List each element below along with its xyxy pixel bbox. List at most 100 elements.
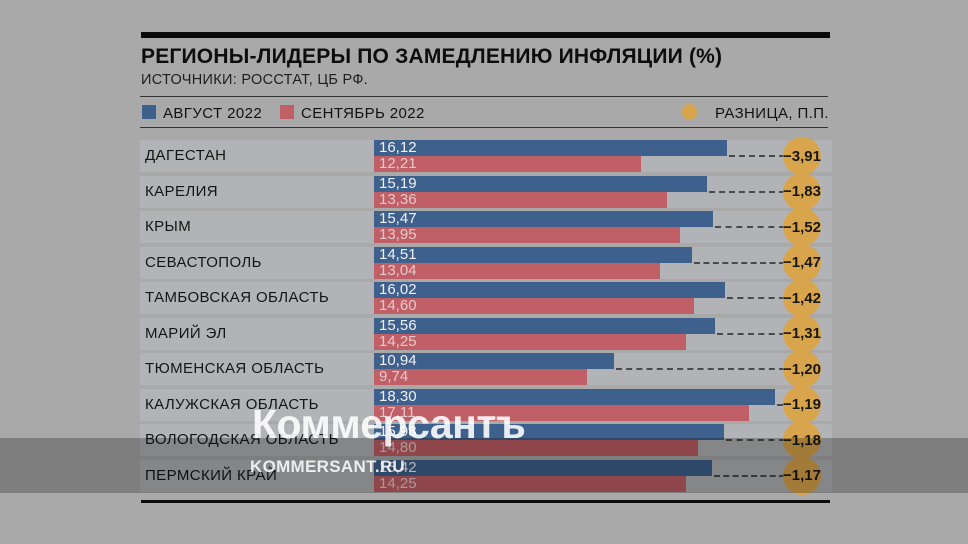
september-bar: 17,11 [374,404,749,421]
region-label: ВОЛОГОДСКАЯ ОБЛАСТЬ [145,431,339,448]
leader-dashed-line [729,155,785,157]
leader-dashed-line [777,403,785,406]
september-bar: 13,04 [374,261,660,279]
september-value: 14,25 [379,332,417,350]
region-bars: 16,12 12,21 −3,91 [374,137,832,175]
legend-september-label: СЕНТЯБРЬ 2022 [301,105,425,122]
leader-dashed-line [694,261,785,264]
leader-dashed-line [709,190,785,193]
diff-value: −1,31 [783,325,821,342]
august-bar: 15,47 [374,211,713,227]
september-value: 14,60 [379,297,417,314]
september-value: 14,25 [379,474,417,492]
august-bar: 14,51 [374,245,692,263]
august-value: 15,47 [379,210,417,227]
september-bar: 9,74 [374,369,587,385]
region-bars: 15,42 14,25 −1,17 [374,456,832,495]
region-bars: 15,47 13,95 −1,52 [374,208,832,246]
region-bars: 15,56 14,25 −1,31 [374,314,832,353]
region-row: МАРИЙ ЭЛ 15,56 14,25 −1,31 [140,314,832,353]
august-value: 15,56 [379,316,417,334]
legend-divider-top [140,96,828,97]
september-bar: 13,95 [374,227,680,243]
august-bar: 16,02 [374,282,725,298]
august-bar: 10,94 [374,353,614,369]
leader-dashed-line [616,368,785,370]
chart-source-note: ИСТОЧНИКИ: РОССТАТ, ЦБ РФ. [141,72,369,88]
august-value: 16,02 [379,281,417,298]
region-row: КАРЕЛИЯ 15,19 13,36 −1,83 [140,172,832,211]
september-bar: 14,25 [374,332,686,350]
region-label: ПЕРМСКИЙ КРАЙ [145,466,278,484]
leader-dashed-line [726,439,785,441]
legend-divider-bottom [140,127,828,128]
region-bars: 18,30 17,11 −1,19 [374,385,832,424]
august-value: 15,19 [379,174,417,192]
august-bar: 15,19 [374,174,707,192]
kommersant-watermark: Коммерсантъ [252,401,526,447]
diff-badge: −1,52 [783,208,821,246]
leader-dashed-line [717,332,785,335]
leader-dashed-line [714,474,785,477]
leader-dashed-line [715,226,785,228]
region-row: ПЕРМСКИЙ КРАЙ 15,42 14,25 −1,17 [140,456,832,495]
august-bar: 15,56 [374,316,715,334]
chart-legend: АВГУСТ 2022 СЕНТЯБРЬ 2022 РАЗНИЦА, П.П. [140,98,830,127]
legend-diff-label: РАЗНИЦА, П.П. [714,105,829,122]
region-bars: 14,51 13,04 −1,47 [374,243,832,282]
september-value: 13,04 [379,261,417,279]
diff-value: −1,18 [783,431,821,449]
region-label: МАРИЙ ЭЛ [145,324,227,342]
september-value: 12,21 [379,155,417,172]
region-label: СЕВАСТОПОЛЬ [145,253,262,271]
diff-value: −1,17 [783,467,821,484]
august-value: 15,98 [379,423,417,440]
september-bar: 12,21 [374,156,641,172]
august-bar: 15,98 [374,424,724,440]
region-label: КРЫМ [145,218,192,235]
chart-rows: ДАГЕСТАН 16,12 12,21 −3,91 КАРЕЛИЯ 15,19… [140,137,832,495]
region-row: КАЛУЖСКАЯ ОБЛАСТЬ 18,30 17,11 −1,19 [140,385,832,424]
september-bar: 14,60 [374,298,694,314]
diff-value: −1,20 [783,360,821,378]
region-label: ТЮМЕНСКАЯ ОБЛАСТЬ [145,360,325,377]
september-bar: 14,80 [374,440,698,456]
diff-badge: −1,19 [783,385,821,424]
region-label: КАРЕЛИЯ [145,182,219,200]
legend-august-swatch [142,105,156,119]
diff-badge: −1,31 [783,314,821,353]
inflation-chart: РЕГИОНЫ-ЛИДЕРЫ ПО ЗАМЕДЛЕНИЮ ИНФЛЯЦИИ (%… [140,0,832,544]
diff-badge: −3,91 [783,137,821,175]
region-label: ТАМБОВСКАЯ ОБЛАСТЬ [145,289,330,306]
diff-value: −1,19 [783,396,821,413]
august-value: 16,12 [379,139,417,156]
september-value: 14,80 [379,439,417,456]
diff-badge: −1,83 [783,172,821,211]
august-value: 10,94 [379,352,417,369]
legend-august-label: АВГУСТ 2022 [163,105,263,122]
region-label: ДАГЕСТАН [145,147,227,164]
region-row: ТЮМЕНСКАЯ ОБЛАСТЬ 10,94 9,74 −1,20 [140,350,832,388]
diff-badge: −1,20 [783,350,821,388]
september-value: 13,95 [379,226,417,243]
diff-badge: −1,18 [783,421,821,459]
september-value: 13,36 [379,190,417,208]
august-value: 18,30 [379,387,417,405]
region-row: ДАГЕСТАН 16,12 12,21 −3,91 [140,137,832,175]
diff-value: −1,52 [783,218,821,236]
region-bars: 15,19 13,36 −1,83 [374,172,832,211]
diff-badge: −1,42 [783,279,821,317]
leader-dashed-line [727,297,785,299]
diff-badge: −1,47 [783,243,821,282]
diff-badge: −1,17 [783,456,821,495]
august-bar: 15,42 [374,459,712,476]
region-row: ВОЛОГОДСКАЯ ОБЛАСТЬ 15,98 14,80 −1,18 [140,421,832,459]
region-row: СЕВАСТОПОЛЬ 14,51 13,04 −1,47 [140,243,832,282]
legend-september-swatch [280,105,294,119]
diff-value: −1,42 [783,289,821,307]
august-value: 14,51 [379,245,417,263]
bottom-rule-bar [141,500,830,503]
region-bars: 15,98 14,80 −1,18 [374,421,832,459]
region-row: КРЫМ 15,47 13,95 −1,52 [140,208,832,246]
